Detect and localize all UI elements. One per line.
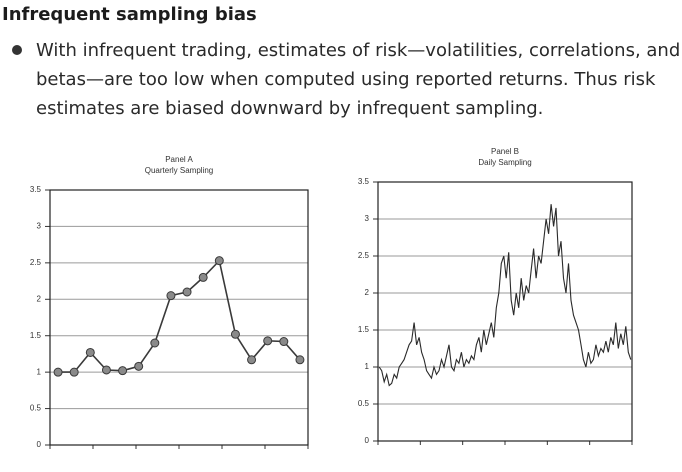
- bullet-dot: [12, 45, 22, 55]
- marker: [214, 256, 224, 266]
- y-tick-label: 0.5: [30, 404, 42, 413]
- marker: [150, 338, 160, 348]
- chart-title: Panel A: [165, 155, 193, 164]
- bullet: With infrequent trading, estimates of ri…: [12, 36, 680, 123]
- bullet-text: With infrequent trading, estimates of ri…: [36, 36, 680, 123]
- marker: [69, 367, 79, 377]
- y-tick-label: 3.5: [358, 177, 370, 186]
- y-tick-label: 1.5: [358, 325, 370, 334]
- y-tick-label: 0: [365, 436, 370, 445]
- marker: [230, 329, 240, 339]
- marker: [247, 355, 257, 365]
- marker: [85, 347, 95, 357]
- marker: [295, 355, 305, 365]
- marker: [182, 287, 192, 297]
- marker: [166, 291, 176, 301]
- text-line: betas—are too low when computed using re…: [36, 69, 656, 90]
- marker: [118, 366, 128, 376]
- y-tick-label: 3.5: [30, 185, 42, 194]
- y-tick-label: 2: [365, 288, 370, 297]
- chart-subtitle: Daily Sampling: [478, 158, 531, 167]
- marker: [53, 367, 63, 377]
- plot-frame: [377, 181, 633, 442]
- y-tick-label: 1.5: [30, 331, 42, 340]
- y-tick-label: 1: [365, 362, 370, 371]
- marker: [134, 361, 144, 371]
- slide-title: Infrequent sampling bias: [2, 4, 257, 25]
- plot-frame: [49, 189, 309, 446]
- y-tick-label: 3: [37, 222, 42, 231]
- y-tick-label: 0: [37, 440, 42, 449]
- chart-subtitle: Quarterly Sampling: [145, 166, 213, 175]
- marker: [263, 336, 273, 346]
- y-tick-label: 1: [37, 367, 42, 376]
- series-line: [58, 259, 301, 373]
- marker: [198, 272, 208, 282]
- y-tick-label: 3: [365, 214, 370, 223]
- y-tick-label: 0.5: [358, 399, 370, 408]
- marker: [279, 337, 289, 347]
- y-tick-label: 2: [37, 294, 42, 303]
- marker: [101, 365, 111, 375]
- text-line: With infrequent trading, estimates of ri…: [36, 40, 681, 61]
- y-tick-label: 2.5: [30, 258, 42, 267]
- series-line: [378, 204, 632, 387]
- text-line: estimates are biased downward by infrequ…: [36, 98, 544, 119]
- chart-title: Panel B: [491, 147, 519, 156]
- y-tick-label: 2.5: [358, 251, 370, 260]
